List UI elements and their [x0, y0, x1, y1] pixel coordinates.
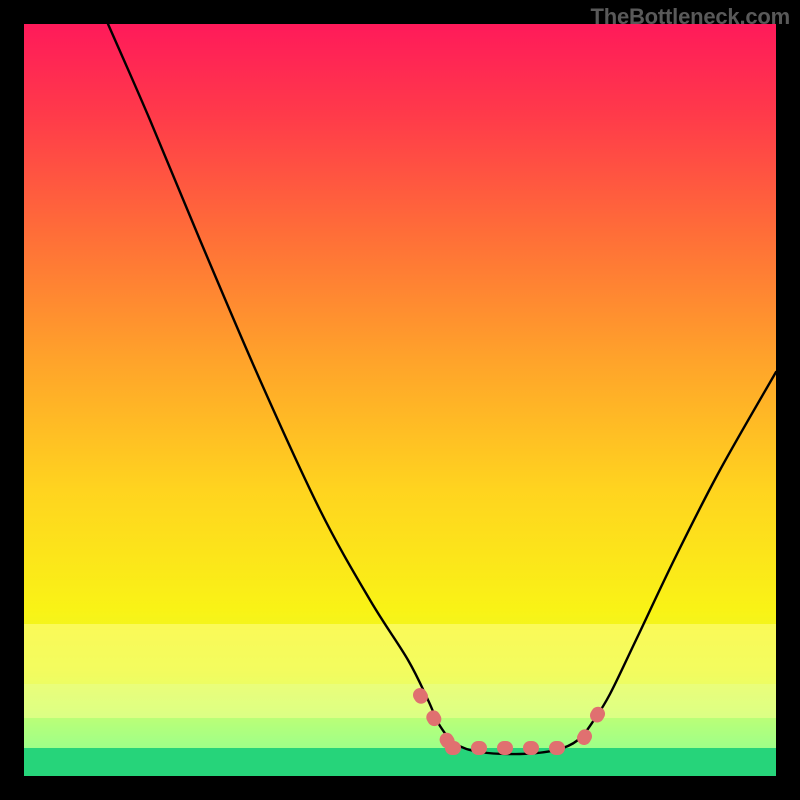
gradient-band-3 [24, 748, 776, 776]
gradient-band-1 [24, 684, 776, 718]
gradient-band-2 [24, 718, 776, 748]
chart-svg [0, 0, 800, 800]
gradient-band-0 [24, 624, 776, 684]
bottleneck-chart: TheBottleneck.com [0, 0, 800, 800]
watermark-text: TheBottleneck.com [590, 4, 790, 30]
